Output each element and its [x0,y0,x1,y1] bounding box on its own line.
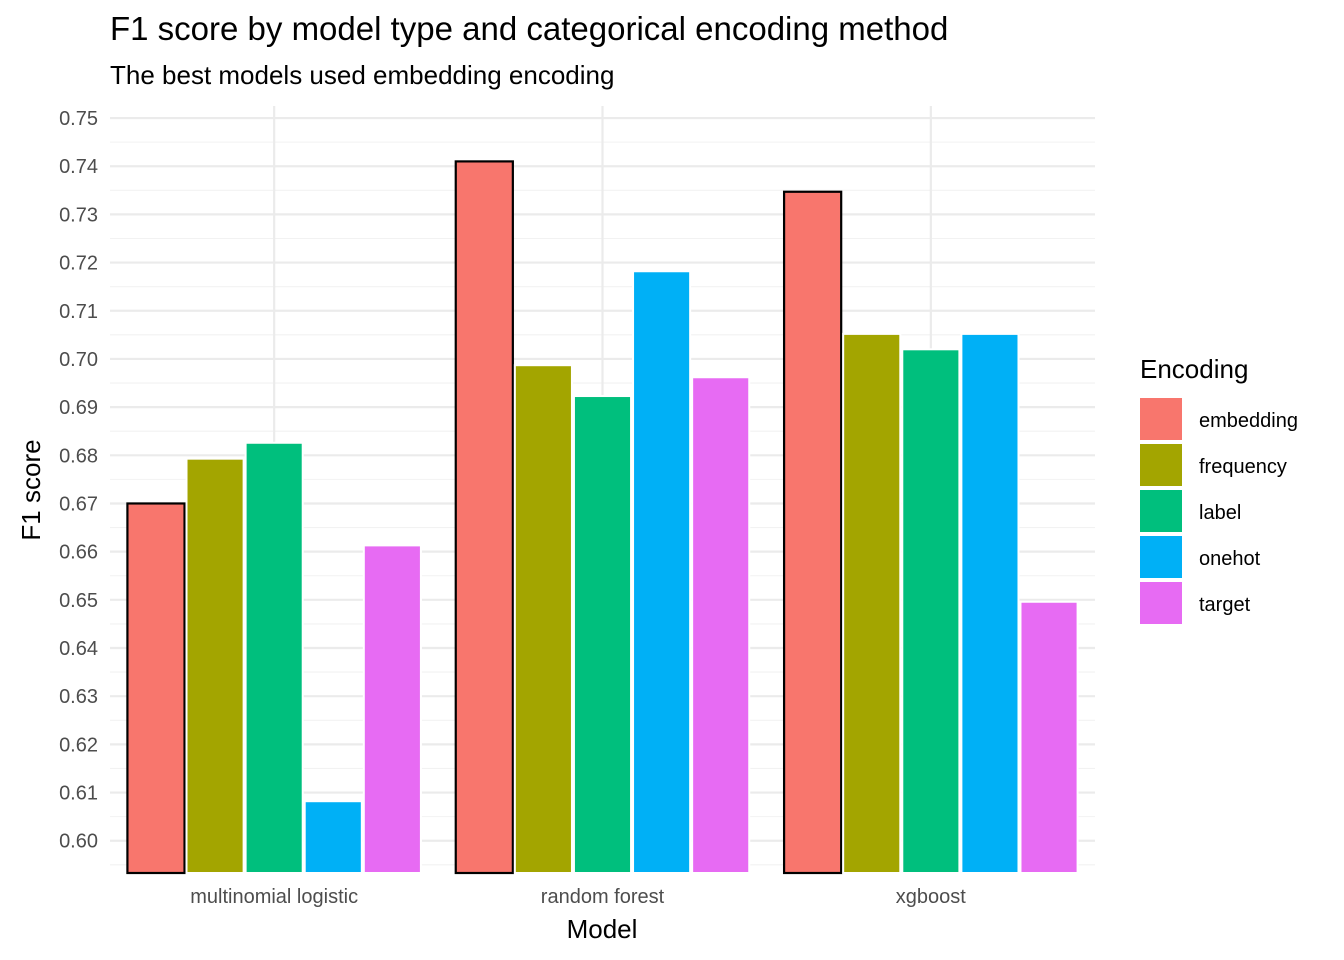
legend-label: onehot [1199,548,1261,570]
legend-key-target [1140,582,1182,624]
bar-label [572,395,633,874]
legend-label: frequency [1199,456,1287,478]
legend-title: Encoding [1140,354,1248,384]
y-tick-label: 0.67 [59,493,98,515]
bar-onehot [303,800,363,874]
legend-key-embedding [1140,398,1182,440]
y-axis-ticks: 0.60 0.61 0.62 0.63 0.64 0.65 0.66 0.67 0.68 0.69… [59,108,98,853]
y-tick-label: 0.66 [59,542,98,564]
bar-onehot [960,332,1020,874]
bar-embedding [126,502,186,875]
chart-title: F1 score by model type and categorical e… [110,10,948,47]
y-tick-label: 0.64 [59,638,98,660]
bar-target [691,376,751,874]
bar-frequency [185,457,245,874]
x-axis-title: Model [567,914,638,944]
y-tick-label: 0.71 [59,301,98,323]
y-tick-label: 0.61 [59,783,98,805]
y-axis-title: F1 score [16,439,46,540]
legend-key-label [1140,490,1182,532]
y-tick-label: 0.69 [59,397,98,419]
legend-label: target [1199,594,1251,616]
x-tick-label: multinomial logistic [190,886,358,908]
legend: Encoding embedding frequency label onehot ta… [1140,354,1298,624]
bar-embedding [782,190,843,875]
legend-label: embedding [1199,410,1298,432]
bar-embedding [454,160,514,875]
y-tick-label: 0.68 [59,445,98,467]
bar-onehot [632,270,692,874]
y-tick-label: 0.65 [59,590,98,612]
x-tick-label: xgboost [896,886,966,908]
x-tick-label: random forest [541,886,665,908]
legend-key-onehot [1140,536,1182,578]
bar-target [1019,600,1079,875]
y-tick-label: 0.74 [59,156,98,178]
bar-label [244,441,304,874]
bars [126,160,1079,875]
y-tick-label: 0.72 [59,253,98,275]
y-tick-label: 0.73 [59,204,98,226]
y-tick-label: 0.75 [59,108,98,130]
legend-key-frequency [1140,444,1182,486]
y-tick-label: 0.62 [59,734,98,756]
y-tick-label: 0.60 [59,831,98,853]
bar-target [362,544,422,875]
y-tick-label: 0.63 [59,686,98,708]
y-tick-label: 0.70 [59,349,98,371]
chart-subtitle: The best models used embedding encoding [110,60,614,90]
bar-label [901,348,961,874]
legend-label: label [1199,502,1241,524]
bar-frequency [513,364,573,874]
bar-frequency [842,332,902,874]
x-axis-ticks: multinomial logistic random forest xgboost [190,886,966,908]
